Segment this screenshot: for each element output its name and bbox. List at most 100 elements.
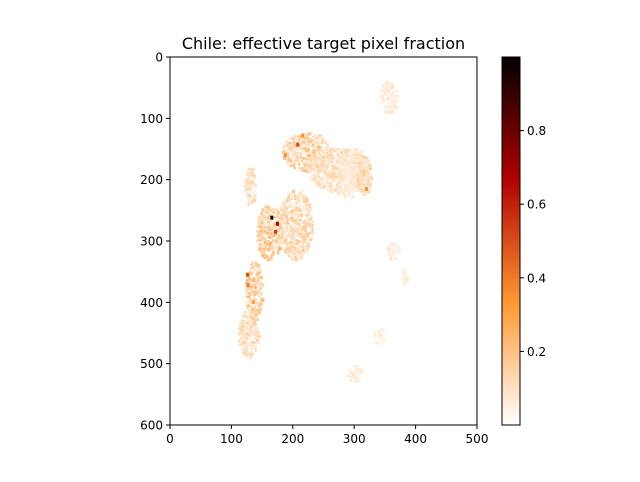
- heatmap-cell: [297, 135, 299, 137]
- heatmap-cell: [367, 171, 370, 175]
- heatmap-cell: [254, 273, 256, 275]
- heatmap-cell: [282, 149, 285, 153]
- heatmap-cell: [386, 80, 389, 83]
- heatmap-cell: [346, 160, 350, 164]
- heatmap-cell: [358, 169, 361, 171]
- heatmap-cell: [288, 255, 290, 257]
- heatmap-cell: [284, 157, 288, 160]
- heatmap-cell: [382, 338, 386, 343]
- heatmap-cell: [300, 155, 302, 157]
- heatmap-cell: [392, 106, 395, 109]
- heatmap-cell: [250, 309, 254, 313]
- heatmap-cell: [295, 240, 298, 243]
- heatmap-cell: [309, 153, 313, 157]
- heatmap-cell: [307, 246, 310, 249]
- heatmap-cell: [315, 170, 319, 174]
- heatmap-cell: [305, 225, 309, 228]
- heatmap-cell: [301, 140, 304, 143]
- heatmap-cell: [293, 230, 295, 232]
- heatmap-cell: [328, 155, 331, 159]
- heatmap-cell: [302, 207, 305, 209]
- heatmap-cell: [301, 160, 304, 162]
- heatmap-cell: [363, 182, 366, 185]
- heatmap-cell: [295, 243, 298, 246]
- heatmap-cell: [333, 147, 336, 150]
- heatmap-cell: [282, 215, 284, 218]
- heatmap-cell: [303, 201, 306, 204]
- heatmap-cell: [391, 85, 395, 89]
- heatmap-cell: [238, 343, 240, 345]
- x-tick-label: 300: [343, 432, 366, 446]
- heatmap-cell: [391, 99, 395, 103]
- heatmap-cell: [252, 193, 254, 195]
- heatmap-cell: [317, 134, 321, 138]
- heatmap-cell: [306, 231, 308, 233]
- heatmap-cell: [304, 204, 308, 207]
- heatmap-cell: [250, 351, 253, 354]
- heatmap-cell: [334, 174, 338, 178]
- heatmap-cell: [249, 313, 251, 315]
- heatmap-cell: [260, 222, 262, 224]
- heatmap-cell: [349, 192, 351, 195]
- heatmap-cell: [250, 269, 252, 271]
- heatmap-cell: [274, 248, 276, 251]
- y-tick-label: 500: [140, 357, 163, 371]
- heatmap-cell: [293, 231, 295, 233]
- heatmap-cell: [263, 256, 267, 260]
- heatmap-cell: [339, 164, 342, 166]
- heatmap-cell: [275, 234, 278, 236]
- heatmap-cell: [311, 220, 314, 223]
- heatmap-cell: [269, 226, 272, 230]
- heatmap-cell: [251, 201, 254, 204]
- heatmap-cell: [272, 251, 275, 254]
- heatmap-cell: [260, 292, 263, 295]
- heatmap-cell: [373, 334, 375, 337]
- heatmap-cell: [259, 290, 261, 293]
- heatmap-cell: [259, 269, 262, 272]
- heatmap-cell: [311, 155, 313, 157]
- heatmap-cell: [354, 166, 358, 170]
- heatmap-cell: [256, 292, 259, 295]
- heatmap-cell: [256, 240, 259, 243]
- heatmap-cell: [380, 338, 384, 341]
- heatmap-cell: [340, 160, 342, 162]
- heatmap-cell: [299, 213, 301, 215]
- heatmap-cell: [308, 144, 311, 147]
- heatmap-hotspot: [283, 153, 287, 158]
- heatmap-cell: [263, 253, 266, 256]
- heatmap-cell: [354, 177, 358, 181]
- heatmap-cell: [244, 312, 247, 314]
- heatmap-cell: [244, 347, 247, 350]
- heatmap-cell: [294, 250, 298, 254]
- heatmap-cell: [248, 310, 250, 312]
- heatmap-cell: [278, 231, 280, 233]
- heatmap-cell: [267, 228, 269, 231]
- heatmap-cell: [256, 280, 259, 284]
- heatmap-cell: [286, 140, 288, 143]
- heatmap-cell: [250, 341, 252, 343]
- heatmap-cell: [313, 161, 317, 165]
- heatmap-cell: [315, 167, 319, 171]
- heatmap-cell: [332, 180, 335, 182]
- heatmap-cell: [266, 255, 269, 258]
- heatmap-cell: [403, 272, 407, 275]
- heatmap-cell: [308, 154, 311, 158]
- heatmap-cell: [307, 151, 310, 154]
- heatmap-cell: [330, 168, 333, 171]
- heatmap-cell: [352, 170, 356, 173]
- heatmap-cell: [361, 155, 363, 157]
- heatmap-cell: [327, 173, 331, 177]
- heatmap-cell: [277, 237, 281, 241]
- heatmap-cell: [298, 244, 300, 246]
- heatmap-cell: [387, 91, 390, 94]
- heatmap-cell: [342, 176, 344, 178]
- heatmap-cell: [320, 143, 322, 145]
- heatmap-cell: [310, 139, 312, 141]
- heatmap-cell: [341, 187, 344, 190]
- heatmap-cell: [386, 247, 390, 251]
- heatmap-cell: [364, 156, 368, 160]
- heatmap-cell: [337, 189, 341, 192]
- heatmap-cell: [336, 170, 340, 174]
- heatmap-cell: [331, 172, 335, 176]
- heatmap-cell: [283, 241, 286, 244]
